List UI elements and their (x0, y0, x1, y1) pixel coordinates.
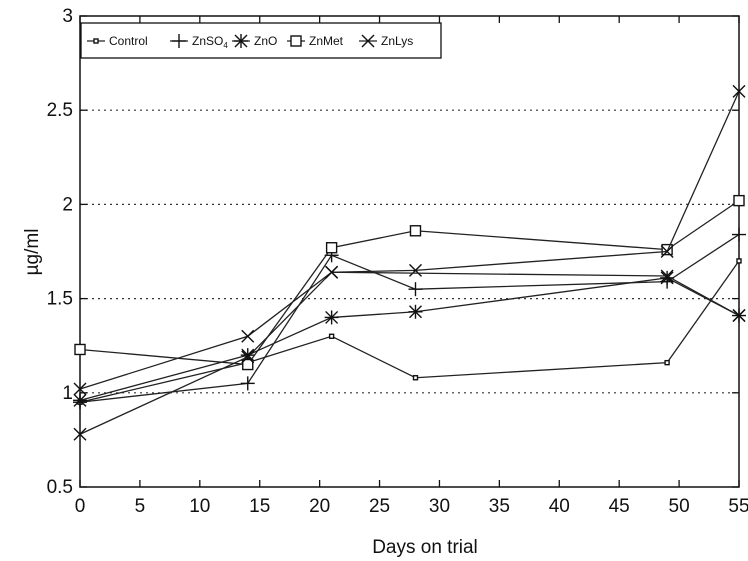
data-point (325, 242, 338, 254)
legend-item: ZnSO4 (170, 34, 228, 50)
x-tick-label: 40 (549, 496, 570, 517)
x-axis-title: Days on trial (372, 537, 478, 558)
data-point (325, 265, 339, 279)
legend-label: ZnLys (381, 34, 413, 48)
y-axis-title: µg/ml (22, 229, 43, 276)
x-tick-label: 55 (728, 496, 748, 517)
data-point (234, 34, 248, 48)
legend-item: ZnLys (359, 34, 413, 48)
data-point (93, 38, 99, 44)
data-point (241, 350, 255, 364)
series-zno (73, 270, 746, 408)
x-axis-tick-labels: 0 5 10 15 20 25 30 35 40 45 50 55 (75, 496, 748, 517)
data-point (241, 329, 255, 343)
data-point (73, 382, 87, 396)
series-znmet (74, 194, 745, 371)
data-point (324, 310, 339, 325)
data-point (732, 227, 746, 242)
axis-ticks (79, 15, 740, 488)
data-point (408, 282, 423, 297)
data-point (660, 270, 675, 285)
data-point (172, 34, 186, 48)
data-point (660, 245, 674, 258)
x-tick-label: 30 (429, 496, 450, 517)
data-point (73, 427, 87, 441)
plot-area-frame (79, 15, 740, 488)
grid-lines (80, 109, 739, 394)
data-point (733, 194, 745, 207)
data-point (242, 358, 254, 371)
x-tick-label: 50 (669, 496, 690, 517)
series-line (79, 91, 740, 435)
data-point (732, 309, 746, 323)
legend-label: Control (109, 34, 148, 48)
x-tick-label: 5 (135, 496, 146, 517)
y-tick-label: 1 (62, 383, 73, 404)
data-point (412, 375, 419, 381)
data-point (732, 84, 746, 98)
legend-box (80, 22, 442, 59)
series-znlys (73, 84, 746, 441)
series-group (73, 84, 746, 441)
data-point (361, 34, 375, 48)
legend-item: ZnMet (287, 34, 344, 48)
x-tick-label: 20 (309, 496, 330, 517)
legend-item: ZnO (232, 34, 277, 48)
x-tick-label: 0 (75, 496, 86, 517)
series-znso4 (73, 227, 746, 410)
data-point (290, 35, 302, 47)
x-tick-label: 15 (249, 496, 270, 517)
series-unlabeled-5 (73, 265, 746, 396)
data-point (409, 225, 422, 237)
y-axis-tick-labels: 0.5 1 1.5 2 2.5 3 (47, 6, 73, 498)
legend-label: ZnMet (309, 34, 344, 48)
data-point (736, 258, 742, 264)
y-tick-label: 2.5 (47, 100, 73, 121)
data-point (240, 376, 255, 391)
data-point (73, 393, 87, 408)
y-tick-label: 3 (62, 6, 73, 27)
x-tick-label: 45 (609, 496, 630, 517)
x-tick-label: 10 (189, 496, 210, 517)
x-tick-label: 35 (489, 496, 510, 517)
series-line (79, 277, 740, 401)
x-tick-label: 25 (369, 496, 390, 517)
data-point (664, 359, 670, 366)
series-line (79, 234, 740, 403)
legend: Control ZnSO4 ZnO ZnMet ZnLys (80, 22, 442, 59)
data-point (408, 304, 423, 319)
data-point (74, 343, 86, 356)
series-line (79, 200, 740, 366)
data-point (328, 333, 335, 339)
data-point (661, 243, 673, 256)
y-tick-label: 2 (62, 194, 73, 215)
legend-label: ZnO (254, 34, 277, 48)
legend-item: Control (87, 34, 148, 48)
legend-label: ZnSO4 (192, 34, 228, 50)
y-tick-label: 1.5 (47, 289, 73, 310)
data-point (660, 269, 674, 283)
y-tick-label: 0.5 (47, 477, 73, 498)
data-point (408, 263, 422, 277)
